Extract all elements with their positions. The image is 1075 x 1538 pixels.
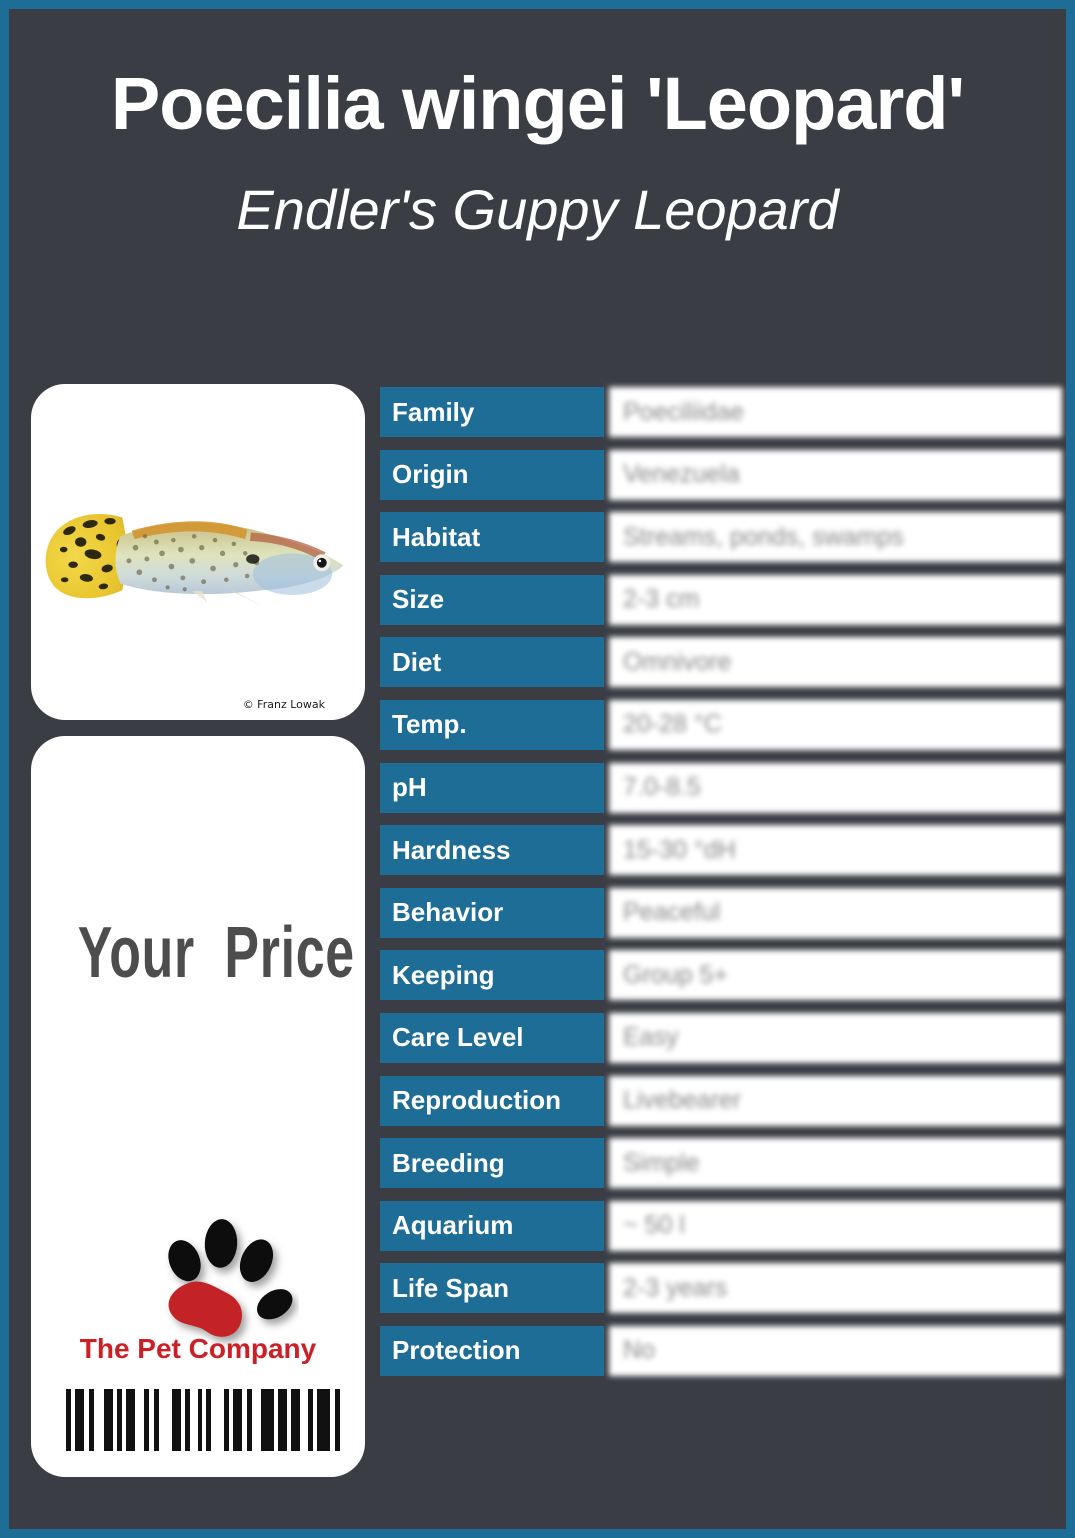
row-value-diet: Omnivore — [609, 637, 1062, 688]
row-label-aquarium: Aquarium — [380, 1200, 604, 1251]
row-label-breeding: Breeding — [380, 1138, 604, 1189]
table-row: Breeding Simple — [380, 1138, 1062, 1189]
row-value-aquarium: ~ 50 l — [609, 1200, 1062, 1251]
table-row: Family Poeciliidae — [380, 387, 1062, 437]
table-row: Behavior Peaceful — [380, 887, 1062, 938]
table-row: Care Level Easy — [380, 1012, 1062, 1063]
row-value-reproduction: Livebearer — [609, 1075, 1062, 1126]
price-label: Your Price — [77, 913, 355, 993]
row-label-diet: Diet — [380, 637, 604, 688]
table-row: Life Span 2-3 years — [380, 1263, 1062, 1314]
row-value-size: 2-3 cm — [609, 574, 1062, 625]
table-row: Diet Omnivore — [380, 637, 1062, 688]
row-value-family: Poeciliidae — [609, 387, 1062, 437]
table-row: Keeping Group 5+ — [380, 950, 1062, 1001]
price-card: Your Price The Pet Company — [31, 736, 365, 1477]
table-row: Habitat Streams, ponds, swamps — [380, 512, 1062, 563]
row-label-origin: Origin — [380, 449, 604, 500]
page-subtitle: Endler's Guppy Leopard — [236, 178, 839, 241]
row-label-family: Family — [380, 387, 604, 437]
table-row: Size 2-3 cm — [380, 574, 1062, 625]
row-value-temp: 20-28 °C — [609, 699, 1062, 750]
row-label-reproduction: Reproduction — [380, 1075, 604, 1126]
row-value-breeding: Simple — [609, 1138, 1062, 1189]
table-row: Aquarium ~ 50 l — [380, 1200, 1062, 1251]
row-label-care-level: Care Level — [380, 1012, 604, 1063]
row-label-hardness: Hardness — [380, 825, 604, 876]
row-value-behavior: Peaceful — [609, 887, 1062, 938]
row-value-protection: No — [609, 1325, 1062, 1376]
row-label-keeping: Keeping — [380, 950, 604, 1001]
endlers-guppy-photo — [45, 514, 344, 607]
brand-name: The Pet Company — [79, 1333, 317, 1364]
photo-card: © Franz Lowak — [31, 384, 365, 720]
row-value-care-level: Easy — [609, 1012, 1062, 1063]
row-label-ph: pH — [380, 762, 604, 813]
spec-table: Family Poeciliidae Origin Venezuela Habi… — [380, 387, 1062, 1376]
table-row: Reproduction Livebearer — [380, 1075, 1062, 1126]
table-row: Hardness 15-30 °dH — [380, 825, 1062, 876]
row-value-keeping: Group 5+ — [609, 950, 1062, 1001]
page-title: Poecilia wingei 'Leopard' — [110, 62, 965, 145]
barcode — [66, 1389, 342, 1451]
photo-credit: © Franz Lowak — [242, 698, 325, 711]
table-row: Temp. 20-28 °C — [380, 699, 1062, 750]
row-value-life-span: 2-3 years — [609, 1263, 1062, 1314]
row-label-behavior: Behavior — [380, 887, 604, 938]
row-value-hardness: 15-30 °dH — [609, 825, 1062, 876]
table-row: pH 7.0-8.5 — [380, 762, 1062, 813]
row-label-life-span: Life Span — [380, 1263, 604, 1314]
row-value-origin: Venezuela — [609, 449, 1062, 500]
table-row: Origin Venezuela — [380, 449, 1062, 500]
row-label-size: Size — [380, 574, 604, 625]
paw-print-icon — [168, 1219, 293, 1337]
row-value-habitat: Streams, ponds, swamps — [609, 512, 1062, 563]
row-value-ph: 7.0-8.5 — [609, 762, 1062, 813]
table-row: Protection No — [380, 1325, 1062, 1376]
row-label-habitat: Habitat — [380, 512, 604, 563]
row-label-temp: Temp. — [380, 699, 604, 750]
row-label-protection: Protection — [380, 1325, 604, 1376]
